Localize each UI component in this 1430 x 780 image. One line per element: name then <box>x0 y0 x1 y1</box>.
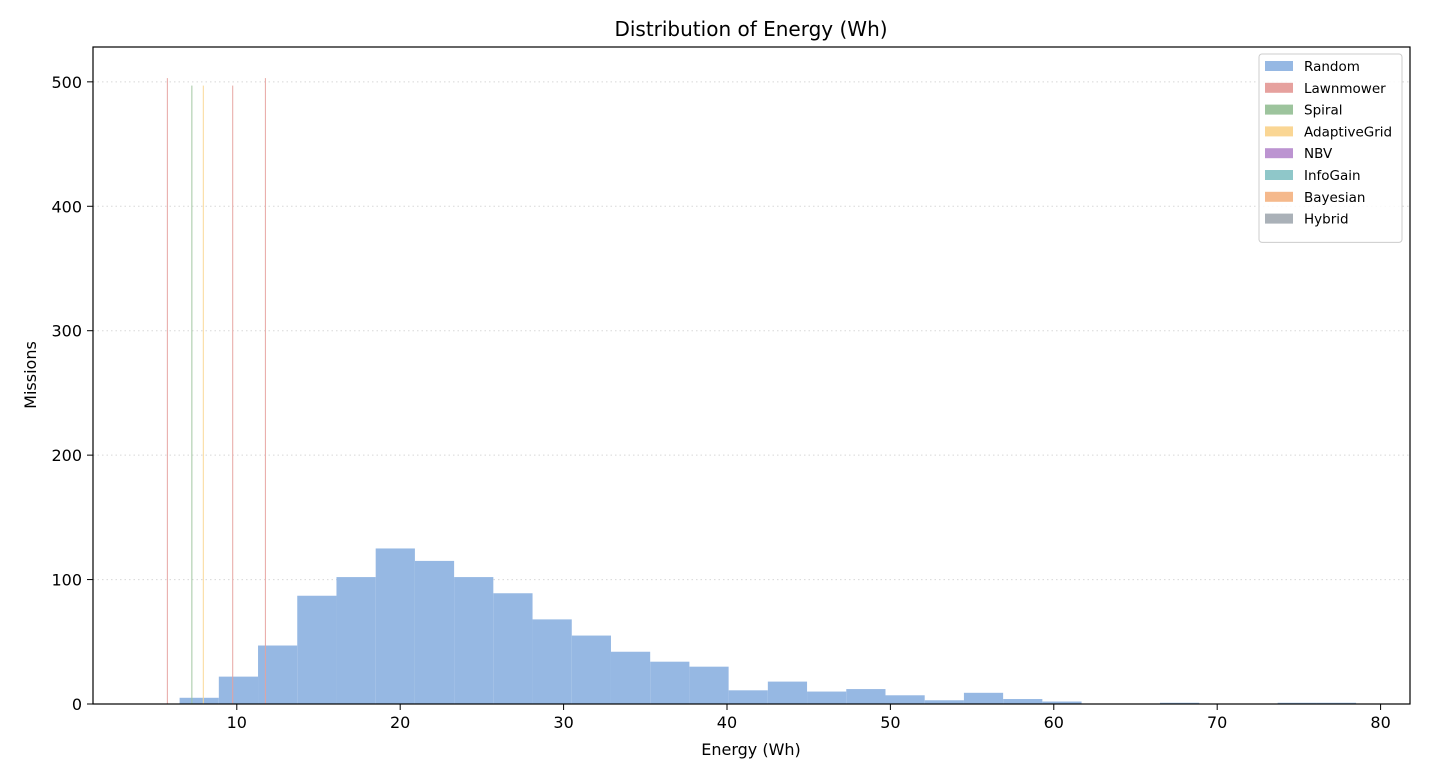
bar-random <box>297 595 337 704</box>
bar-lawnmower <box>232 85 234 705</box>
bar-random <box>218 676 259 704</box>
x-tick-label: 10 <box>227 713 247 732</box>
bar-random <box>532 619 572 704</box>
y-axis-label: Missions <box>21 341 40 409</box>
x-tick-label: 40 <box>717 713 737 732</box>
bar-random <box>924 700 964 704</box>
y-tick-label: 0 <box>72 695 82 714</box>
bar-random <box>571 635 611 704</box>
x-tick-label: 30 <box>553 713 573 732</box>
legend-swatch-nbv <box>1265 148 1293 159</box>
x-tick-label: 70 <box>1207 713 1227 732</box>
bar-lawnmower <box>264 78 266 704</box>
x-tick-label: 80 <box>1370 713 1390 732</box>
bar-random <box>963 692 1004 704</box>
bars <box>166 78 1357 705</box>
x-tick-label: 20 <box>390 713 410 732</box>
bar-random <box>414 560 455 704</box>
bar-spiral <box>191 85 193 705</box>
x-tick-label: 60 <box>1044 713 1064 732</box>
bar-lawnmower <box>166 78 168 704</box>
legend-label-adaptivegrid: AdaptiveGrid <box>1304 124 1392 140</box>
bar-adaptivegrid <box>202 85 204 705</box>
bar-random <box>179 697 219 704</box>
legend-swatch-adaptivegrid <box>1265 126 1293 137</box>
bar-random <box>1159 702 1200 704</box>
bar-random <box>610 651 651 704</box>
x-axis-label: Energy (Wh) <box>701 740 801 759</box>
y-tick-label: 400 <box>51 197 82 216</box>
bar-random <box>258 645 298 704</box>
bar-random <box>650 661 690 704</box>
x-axis-ticks: 10 20 30 40 50 60 70 80 <box>227 704 1391 732</box>
legend-label-lawnmower: Lawnmower <box>1304 81 1386 97</box>
y-axis-ticks: 0 100 200 300 400 500 <box>51 73 93 714</box>
legend-box <box>1258 53 1403 243</box>
legend-label-nbv: NBV <box>1304 146 1333 162</box>
y-gridlines <box>93 81 1410 581</box>
legend-swatch-bayesian <box>1265 191 1293 202</box>
legend-swatch-infogain <box>1265 170 1293 180</box>
y-tick-label: 300 <box>51 322 82 341</box>
y-tick-label: 500 <box>51 73 82 92</box>
legend-label-hybrid: Hybrid <box>1304 212 1349 228</box>
y-tick-label: 100 <box>51 571 82 590</box>
bar-random <box>454 577 494 704</box>
bar-random <box>1003 699 1043 704</box>
bar-random <box>767 681 808 704</box>
bar-random <box>1042 701 1082 704</box>
legend-label-random: Random <box>1304 59 1360 75</box>
bar-random <box>493 593 533 704</box>
x-tick-label: 50 <box>880 713 900 732</box>
legend-swatch-random <box>1265 61 1293 71</box>
bar-random <box>336 577 376 704</box>
bar-random <box>689 666 729 704</box>
bar-random <box>846 689 886 704</box>
bar-random <box>728 690 768 704</box>
bar-random <box>885 695 925 704</box>
legend: Random Lawnmower Spiral AdaptiveGrid NBV Info… <box>1258 53 1403 243</box>
legend-swatch-lawnmower <box>1265 82 1293 93</box>
legend-swatch-spiral <box>1265 104 1293 115</box>
bar-random <box>1316 702 1357 704</box>
y-tick-label: 200 <box>51 446 82 465</box>
legend-label-spiral: Spiral <box>1304 103 1342 119</box>
legend-label-bayesian: Bayesian <box>1304 190 1365 206</box>
bar-random <box>807 691 847 704</box>
chart-title: Distribution of Energy (Wh) <box>614 17 887 41</box>
plot-frame <box>92 46 1411 705</box>
legend-label-infogain: InfoGain <box>1304 168 1361 184</box>
bar-random <box>375 548 415 704</box>
legend-swatch-hybrid <box>1265 213 1293 224</box>
bar-random <box>1277 702 1317 704</box>
